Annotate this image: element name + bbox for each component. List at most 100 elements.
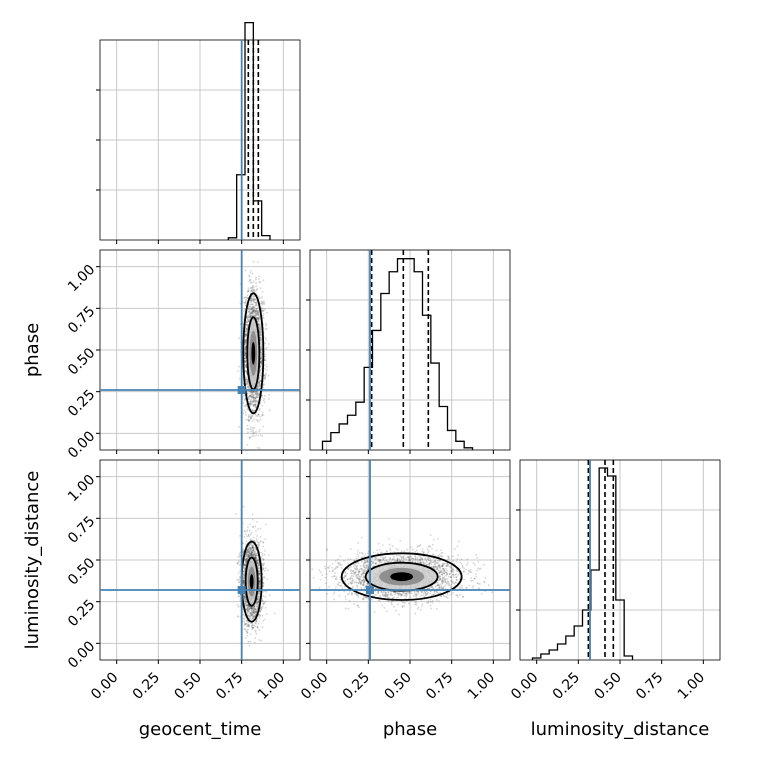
scatter-point (256, 400, 259, 402)
scatter-point (244, 357, 246, 360)
scatter-point (249, 312, 252, 315)
scatter-point (248, 402, 251, 405)
scatter-point (254, 625, 257, 628)
scatter-point (252, 306, 255, 309)
scatter-point (254, 311, 257, 314)
scatter-point (259, 407, 261, 410)
scatter-point (246, 631, 249, 634)
scatter-point (253, 552, 256, 555)
scatter-point (257, 278, 260, 280)
scatter-point (245, 299, 247, 301)
histogram-geocent_time (227, 21, 271, 240)
scatter-point (246, 318, 249, 321)
scatter-point (252, 310, 255, 313)
scatter-point (260, 356, 263, 358)
scatter-point (249, 436, 252, 439)
scatter-point (247, 640, 250, 643)
scatter-point (243, 562, 246, 565)
scatter-point (258, 297, 261, 300)
scatter-point (253, 290, 256, 293)
scatter-point (264, 363, 267, 366)
scatter-point (246, 386, 249, 389)
scatter-point (249, 428, 252, 431)
scatter-point (246, 526, 249, 528)
scatter-point (255, 278, 257, 281)
scatter-point (254, 314, 257, 317)
scatter-point (263, 576, 266, 579)
scatter-point (248, 308, 251, 311)
scatter-point (247, 320, 250, 323)
scatter-point (244, 357, 247, 360)
scatter-point (243, 296, 246, 299)
scatter-point (264, 336, 267, 339)
scatter-point (257, 528, 260, 530)
scatter-point (255, 288, 258, 291)
scatter-point (242, 296, 245, 299)
scatter-point (259, 383, 261, 386)
scatter-point (251, 307, 254, 310)
scatter-point (254, 525, 257, 528)
scatter-point (246, 424, 249, 427)
scatter-point (249, 402, 252, 405)
scatter-point (259, 297, 262, 299)
scatter-point (265, 372, 267, 375)
scatter-point (250, 396, 253, 399)
scatter-point (260, 348, 263, 350)
scatter-point (242, 579, 245, 582)
scatter-point (250, 398, 253, 401)
scatter-point (258, 316, 261, 318)
scatter-point (259, 428, 262, 431)
scatter-point (247, 290, 250, 292)
scatter-point (268, 393, 270, 396)
scatter-point (259, 374, 261, 377)
scatter-point (244, 352, 247, 355)
scatter-point (247, 315, 249, 318)
scatter-point (251, 391, 254, 394)
scatter-point (244, 301, 247, 304)
scatter-point (259, 327, 262, 329)
scatter-point (245, 418, 248, 421)
scatter-point (259, 333, 262, 335)
scatter-point (251, 513, 254, 516)
scatter-point (238, 365, 240, 368)
scatter-point (251, 285, 254, 288)
scatter-point (249, 305, 252, 308)
scatter-point (265, 347, 268, 349)
panel-hist-geocent_time (96, 39, 301, 241)
scatter-point (246, 294, 249, 297)
scatter-point (246, 535, 248, 538)
scatter-point (250, 289, 253, 292)
scatter-point (264, 595, 267, 598)
scatter-point (260, 344, 263, 347)
scatter-point (264, 308, 266, 311)
scatter-point (254, 307, 257, 310)
scatter-point (248, 315, 251, 318)
scatter-point (253, 295, 255, 297)
scatter-point (236, 579, 239, 581)
scatter-point (258, 323, 261, 326)
scatter-point (262, 603, 265, 606)
scatter-point (257, 311, 260, 314)
scatter-point (247, 320, 250, 323)
histogram-phase (321, 258, 474, 450)
scatter-point (252, 290, 254, 293)
scatter-point (250, 416, 253, 419)
scatter-point (247, 428, 250, 430)
scatter-point (255, 276, 257, 279)
scatter-point (245, 364, 248, 367)
scatter-point (244, 365, 247, 368)
scatter-point (264, 550, 266, 552)
scatter-point (254, 289, 257, 292)
scatter-point (263, 553, 266, 556)
scatter-point (248, 395, 251, 398)
scatter-point (252, 427, 255, 429)
scatter-point (258, 621, 261, 623)
scatter-point (247, 624, 250, 626)
scatter-point (259, 384, 262, 387)
scatter-point (251, 272, 254, 275)
scatter-point (252, 525, 255, 528)
scatter-point (249, 287, 252, 289)
scatter-point (248, 394, 251, 397)
scatter-point (244, 349, 247, 352)
scatter-point (264, 359, 267, 362)
